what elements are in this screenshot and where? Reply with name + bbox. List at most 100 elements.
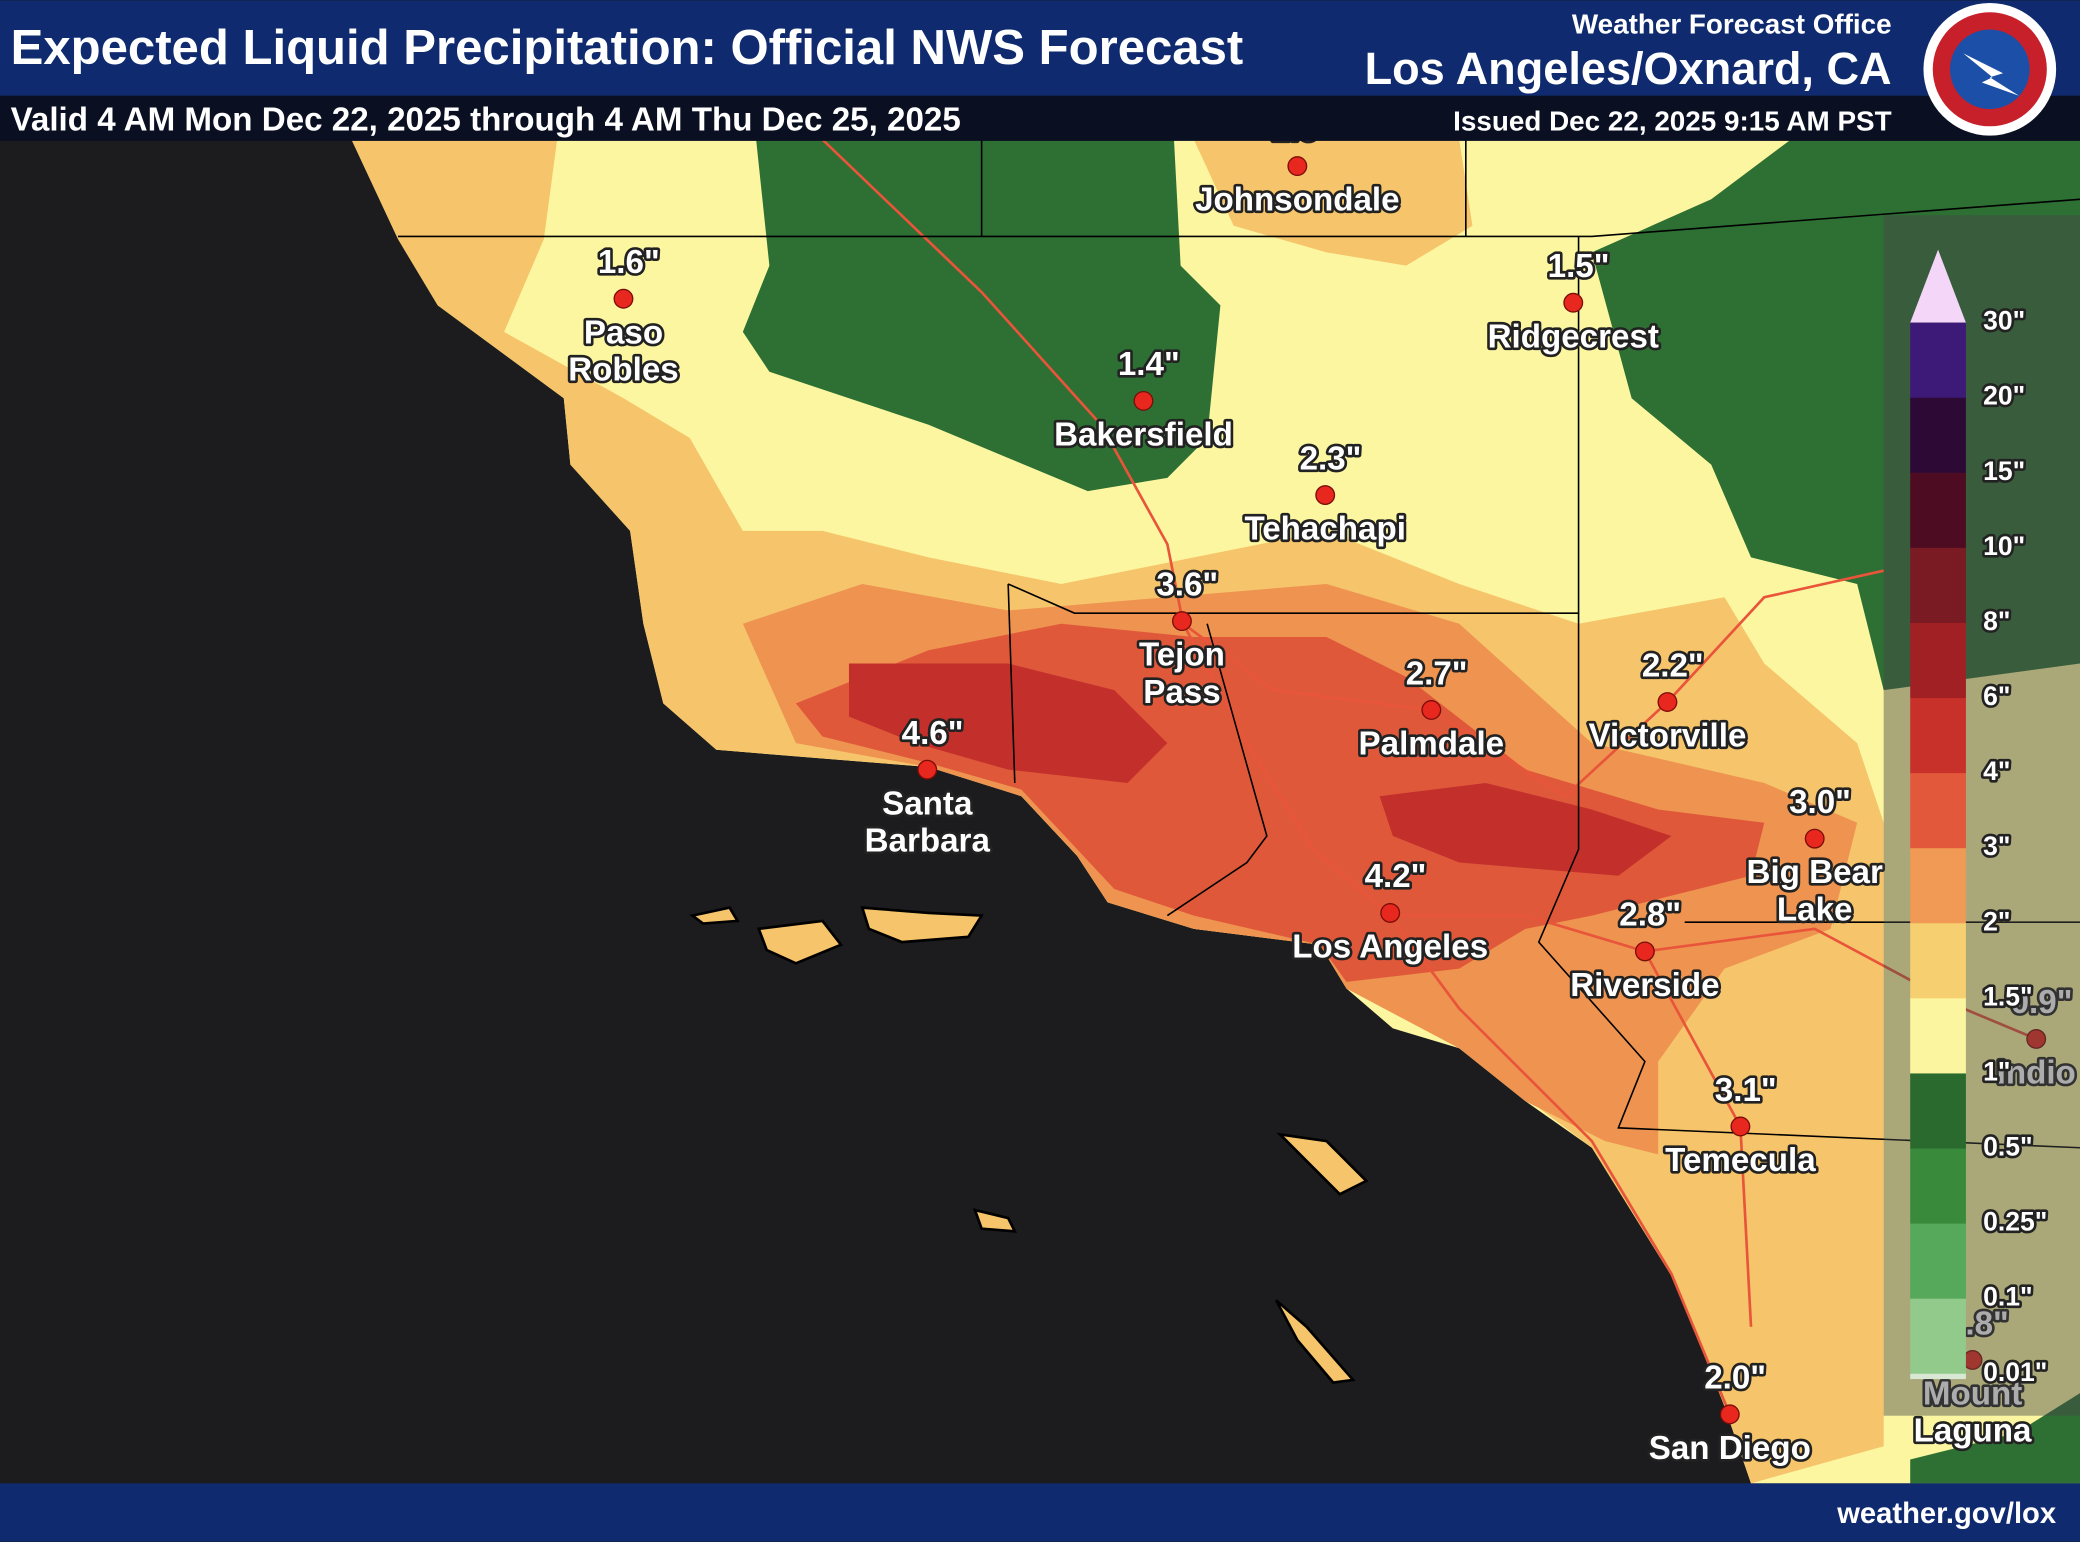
city-dot (1804, 828, 1825, 849)
islands (689, 906, 1369, 1384)
legend-band (1910, 622, 1966, 699)
island (756, 919, 844, 965)
legend-label: 15" (1983, 456, 2025, 486)
city: 0.9" Indio (1994, 982, 2078, 1095)
city-amount: 1.6" (598, 244, 660, 281)
legend-label: 8" (1983, 606, 2010, 636)
city-amount: 2.0" (1704, 1360, 1766, 1397)
footer: weather.gov/lox (0, 1483, 2080, 1542)
city: 1.4" Bakersfield (1051, 344, 1235, 457)
city-dot (1315, 485, 1336, 506)
city-amount: 1.5" (1548, 248, 1610, 285)
legend-band (1910, 1073, 1966, 1150)
city-dot (1657, 692, 1678, 712)
precip-2-3 (1193, 139, 1473, 266)
legend-band (1910, 1148, 1966, 1225)
city-name: Santa (882, 785, 973, 822)
precip-6-8 (848, 663, 1168, 783)
city-name: Paso (584, 314, 663, 351)
city-name: Big Bear (1747, 854, 1883, 891)
legend-label: 4" (1983, 756, 2010, 786)
title: Expected Liquid Precipitation: Official … (11, 21, 1244, 75)
city-amount: 3.6" (1156, 566, 1218, 603)
city-amount: 1.4" (1118, 346, 1180, 383)
legend: 30" 20" 15" 10" 8" 6" 4" 3" 2" 1.5" 1" 0.5" 0.25" 0.1… (1883, 215, 2080, 1416)
city-amount: 4.2" (1365, 858, 1427, 895)
legend-label: 6" (1983, 681, 2010, 711)
legend-label: 0.1" (1983, 1282, 2032, 1312)
legend-band (1910, 998, 1966, 1075)
island (860, 906, 984, 944)
legend-band (1910, 472, 1966, 549)
precip-6-8 (1379, 782, 1672, 876)
city-name: Laguna (1914, 1413, 2032, 1450)
city-amount: 2.3" (1300, 440, 1362, 477)
city-dot (2026, 1029, 2047, 1049)
legend-label: 0.5" (1983, 1132, 2032, 1162)
city-name: Johnsondale (1195, 182, 1400, 219)
city-name: San Diego (1649, 1430, 1811, 1467)
road (1182, 569, 1884, 798)
island (689, 906, 740, 925)
legend-arrow (1910, 249, 1966, 323)
island (1274, 1299, 1356, 1384)
city-dot (1380, 902, 1401, 923)
footer-url: weather.gov/lox (1836, 1498, 2057, 1530)
city-name: Palmdale (1359, 726, 1505, 763)
legend-band (1910, 698, 1966, 774)
cities: 2.5"Johnsondale1.6"PasoRobles1.4"Bakersf… (566, 109, 2079, 1470)
legend-label: 2" (1983, 906, 2010, 936)
city-dot (1287, 156, 1308, 177)
city-name: Robles (568, 351, 679, 388)
legend-band (1910, 1298, 1966, 1375)
city-dot (1421, 700, 1442, 720)
legend-band (1910, 547, 1966, 624)
city-amount: 3.1" (1715, 1072, 1777, 1109)
city-name: Riverside (1570, 967, 1719, 1004)
city-name: Tejon (1139, 637, 1225, 674)
city-amount: 2.2" (1642, 647, 1704, 684)
location: Los Angeles/Oxnard, CA (1365, 43, 1892, 94)
city: 2.8" Riverside (1568, 894, 1723, 1007)
border (1007, 583, 1016, 783)
issued: Issued Dec 22, 2025 9:15 AM PST (1453, 105, 1892, 136)
header-bar (0, 0, 2080, 96)
city-name: Victorville (1589, 718, 1747, 755)
city: 1.5" Ridgecrest (1485, 245, 1662, 358)
city: 2.2" Victorville (1586, 645, 1749, 758)
legend-band (1910, 923, 1966, 1000)
city-dot (1171, 611, 1192, 632)
border (1007, 236, 1580, 614)
city-dot (613, 288, 634, 309)
city-amount: 4.6" (902, 715, 964, 752)
city: 2.7" Palmdale (1356, 653, 1507, 766)
legend-band (1910, 848, 1966, 924)
logo-bolt (1963, 53, 2019, 96)
city-amount: 2.7" (1406, 655, 1468, 692)
legend-band (1910, 1373, 1966, 1380)
border (1537, 613, 2080, 1149)
precip-1-1.5 (742, 139, 1221, 492)
legend-label: 20" (1983, 381, 2025, 411)
city-amount: 2.8" (1619, 897, 1681, 934)
city-dot (1563, 292, 1584, 313)
city-dot (1719, 1404, 1740, 1425)
city-name: Tehachapi (1244, 511, 1406, 548)
city-name: Los Angeles (1292, 929, 1488, 966)
city-name: Lake (1777, 891, 1853, 928)
legend-band (1910, 397, 1966, 474)
office: Weather Forecast Office (1572, 8, 1892, 39)
city-amount: 3.0" (1789, 784, 1851, 821)
legend-band (1910, 773, 1966, 849)
legend-label: 0.01" (1983, 1357, 2047, 1387)
road (1644, 927, 2037, 1041)
city: 2.0" San Diego (1646, 1357, 1813, 1470)
city-name: Bakersfield (1054, 416, 1233, 453)
legend-label: 10" (1983, 531, 2025, 561)
legend-label: 30" (1983, 306, 2025, 336)
